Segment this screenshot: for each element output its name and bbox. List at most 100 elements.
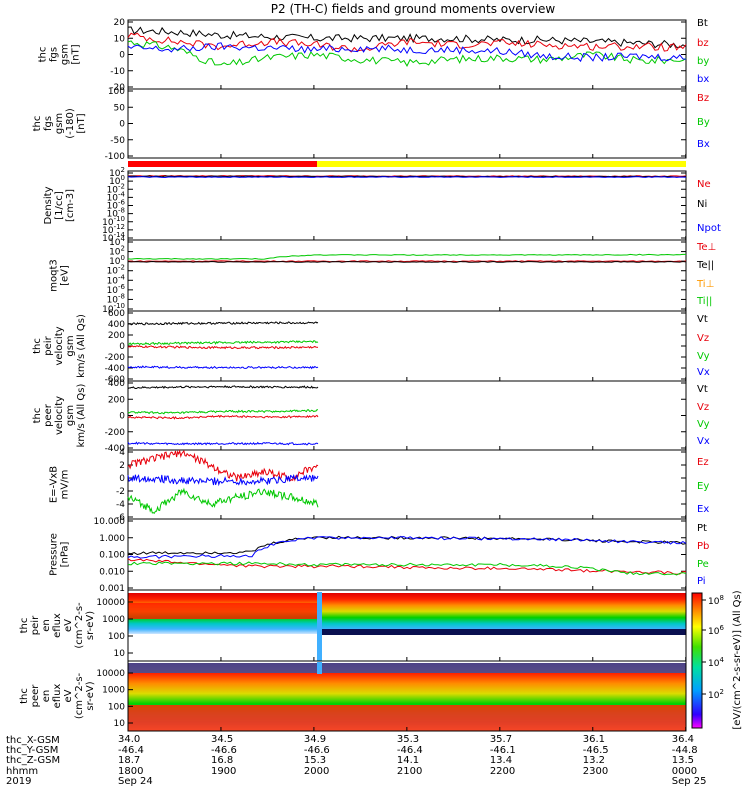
- panel-fgs: 20 10 0 -10 -20 Bt bz by bx thc fgs gsm [nT]: [38, 18, 710, 93]
- legend-Ti||: Ti||: [696, 296, 712, 307]
- y-axis-label-line: mV/m: [60, 470, 71, 500]
- colorbar: 108 106 104 102 [eV/(cm^2-s-sr-eV)] (All Qs): [691, 590, 743, 730]
- panel-efield: 4 2 0 -2 -4 -6 Ez Ey Ex E=-VxB mV/m: [49, 448, 710, 523]
- axis-value: -44.8: [672, 745, 698, 756]
- y-axis-label-line: fgs: [43, 116, 54, 131]
- y-tick-label: -200: [105, 428, 126, 438]
- legend-Vy: Vy: [697, 351, 710, 362]
- legend-Ne: Ne: [697, 179, 711, 190]
- y-tick-label: 0.010: [99, 567, 125, 577]
- y-axis-label-line: velocity: [54, 396, 65, 435]
- figure-title: P2 (TH-C) fields and ground moments over…: [271, 2, 556, 16]
- y-tick-label: 100: [109, 254, 125, 267]
- y-axis-label: thc peir velocity gsm km/s (All Qs): [32, 314, 87, 378]
- series-line-bz: [127, 32, 687, 53]
- y-tick-label: 0.100: [99, 551, 125, 561]
- y-axis-label-line: km/s (All Qs): [76, 384, 87, 448]
- series-line-Pe: [127, 561, 687, 576]
- y-tick-label: 10: [114, 649, 126, 659]
- axis-value: 2300: [583, 766, 608, 777]
- y-tick-label: 400: [108, 320, 125, 330]
- y-tick-label: -400: [105, 444, 126, 454]
- colorbar-tick-label: 106: [708, 624, 724, 637]
- legend-Vt: Vt: [697, 314, 708, 325]
- y-tick-label: -6: [116, 513, 125, 523]
- y-axis-label: thc fgs gsm [nT]: [38, 44, 82, 65]
- y-axis-label-line: (cm^2-s-: [74, 672, 85, 719]
- axis-value: 36.4: [672, 734, 694, 745]
- y-axis-label-line: en: [41, 619, 52, 632]
- y-axis-label: Density [1/cc] [cm-3]: [43, 186, 76, 224]
- panel-peir_spec: 10000 1000 100 10 thc peir en eflux eV (cm^2-s-sr…: [19, 589, 687, 662]
- y-axis-label: thc peer en eflux eV (cm^2-s-sr-eV): [19, 672, 96, 719]
- y-axis-label-line: thc: [32, 408, 43, 424]
- axis-value: 2100: [397, 766, 422, 777]
- axis-value: 36.1: [583, 734, 605, 745]
- y-tick-label: -200: [105, 353, 126, 363]
- series-line-by: [127, 40, 687, 67]
- panel-frame: [127, 170, 687, 241]
- y-tick-label: 100: [108, 702, 125, 712]
- spectrogram-peir-band: [128, 603, 318, 619]
- series-line-Vz: [127, 414, 319, 420]
- legend-Pt: Pt: [697, 523, 707, 534]
- y-axis-label-line: [1/cc]: [54, 191, 65, 220]
- legend-Ni: Ni: [697, 199, 707, 210]
- series-line-Ey: [127, 487, 319, 514]
- y-tick-label: 10-4: [107, 190, 126, 203]
- axis-value: -46.6: [211, 745, 237, 756]
- legend-Vy: Vy: [697, 419, 710, 430]
- y-tick-label: 10-4: [107, 273, 126, 286]
- y-tick-label: 100: [108, 632, 125, 642]
- y-tick-label: 10000: [96, 598, 125, 608]
- y-tick-label: 0: [119, 412, 125, 422]
- axis-value: 13.2: [583, 755, 605, 766]
- axis-value: 13.4: [490, 755, 512, 766]
- y-axis-label: Pressure [nPa]: [49, 533, 71, 576]
- y-tick-label: 102: [109, 166, 125, 179]
- spectrogram-peir-low-band: [322, 629, 686, 635]
- y-axis-label: thc fgs gsm (-180) [nT]: [32, 108, 87, 139]
- y-tick-label: -4: [116, 500, 125, 510]
- legend-Bt: Bt: [697, 18, 708, 29]
- y-axis-label: thc peir en eflux eV (cm^2-s-sr-eV): [19, 602, 96, 649]
- spectrogram-peir-gap: [317, 592, 322, 661]
- y-axis-label-line: gsm: [65, 335, 76, 356]
- y-tick-label: 10-2: [107, 264, 125, 277]
- axis-value: 15.3: [304, 755, 326, 766]
- axis-value: 2000: [304, 766, 329, 777]
- panel-pressure: 10.000 1.000 0.100 0.010 0.001 Pt Pb Pe Pi Pressu…: [49, 517, 710, 594]
- y-tick-label: 104: [109, 235, 125, 248]
- y-tick-label: 20: [114, 18, 126, 28]
- colorbar-scale: [691, 592, 703, 729]
- legend-Vt: Vt: [697, 384, 708, 395]
- legend-Te⊥: Te⊥: [696, 242, 716, 253]
- axis-value: -46.4: [397, 745, 423, 756]
- y-axis-label-line: thc: [19, 618, 30, 634]
- legend-Ey: Ey: [697, 481, 709, 492]
- axis-value: 1800: [118, 766, 143, 777]
- y-tick-label: 200: [108, 331, 125, 341]
- y-axis-label-line: peer: [30, 684, 41, 708]
- y-tick-label: 10.000: [94, 517, 126, 527]
- y-axis-label-line: thc: [19, 688, 30, 704]
- legend-Npot: Npot: [697, 223, 721, 234]
- y-axis-label: E=-VxB mV/m: [49, 466, 71, 503]
- y-axis-label-line: velocity: [54, 326, 65, 365]
- y-axis-label-line: [nT]: [76, 113, 87, 133]
- panel-frame: [127, 380, 687, 451]
- legend-Ex: Ex: [697, 504, 709, 515]
- series-line-Ex: [127, 473, 319, 487]
- axis-value: 13.5: [672, 755, 694, 766]
- series-line-Vx: [127, 441, 319, 446]
- y-axis-label-line: eflux: [52, 684, 63, 709]
- series-line-Vz: [127, 345, 319, 350]
- y-axis-label-line: sr-eV): [85, 681, 96, 710]
- series-line-Bt: [127, 26, 687, 49]
- axis-row-label: hhmm: [6, 766, 38, 777]
- axis-value: -46.1: [490, 745, 516, 756]
- legend-Vz: Vz: [697, 402, 709, 413]
- y-tick-label: 10000: [96, 669, 125, 679]
